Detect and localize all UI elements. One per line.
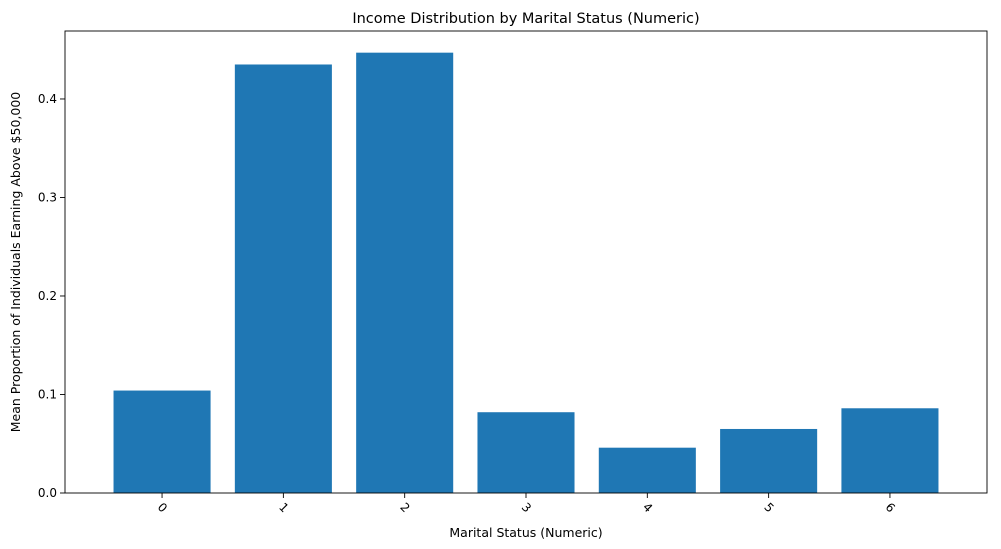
x-tick-label-2: 2 [397,500,412,515]
plot-frame [64,30,988,494]
y-axis: 0.0 0.1 0.2 0.3 0.4 [38,92,65,500]
bar-2 [356,52,454,494]
bar-3 [477,412,575,493]
x-tick-label-3: 3 [519,500,534,515]
y-tick-label: 0.0 [38,486,57,500]
y-tick-label: 0.3 [38,190,57,204]
x-tick-label-6: 6 [883,500,898,515]
y-tick-label: 0.4 [38,92,57,106]
bar-5 [720,428,818,493]
x-axis-label: Marital Status (Numeric) [449,525,602,540]
x-axis: 0 1 2 3 4 5 6 [155,493,898,515]
bar-4 [598,447,696,493]
bars-group [113,52,939,494]
bar-0 [113,390,211,493]
chart-title: Income Distribution by Marital Status (N… [352,11,699,27]
x-tick-label-4: 4 [640,500,655,515]
bar-1 [234,64,332,494]
x-tick-label-5: 5 [761,500,776,515]
y-axis-label: Mean Proportion of Individuals Earning A… [8,92,23,433]
y-tick-label: 0.2 [38,289,57,303]
y-tick-label: 0.1 [38,387,57,401]
x-tick-label-0: 0 [155,500,170,515]
bar-6 [841,408,939,493]
x-tick-label-1: 1 [276,500,291,515]
